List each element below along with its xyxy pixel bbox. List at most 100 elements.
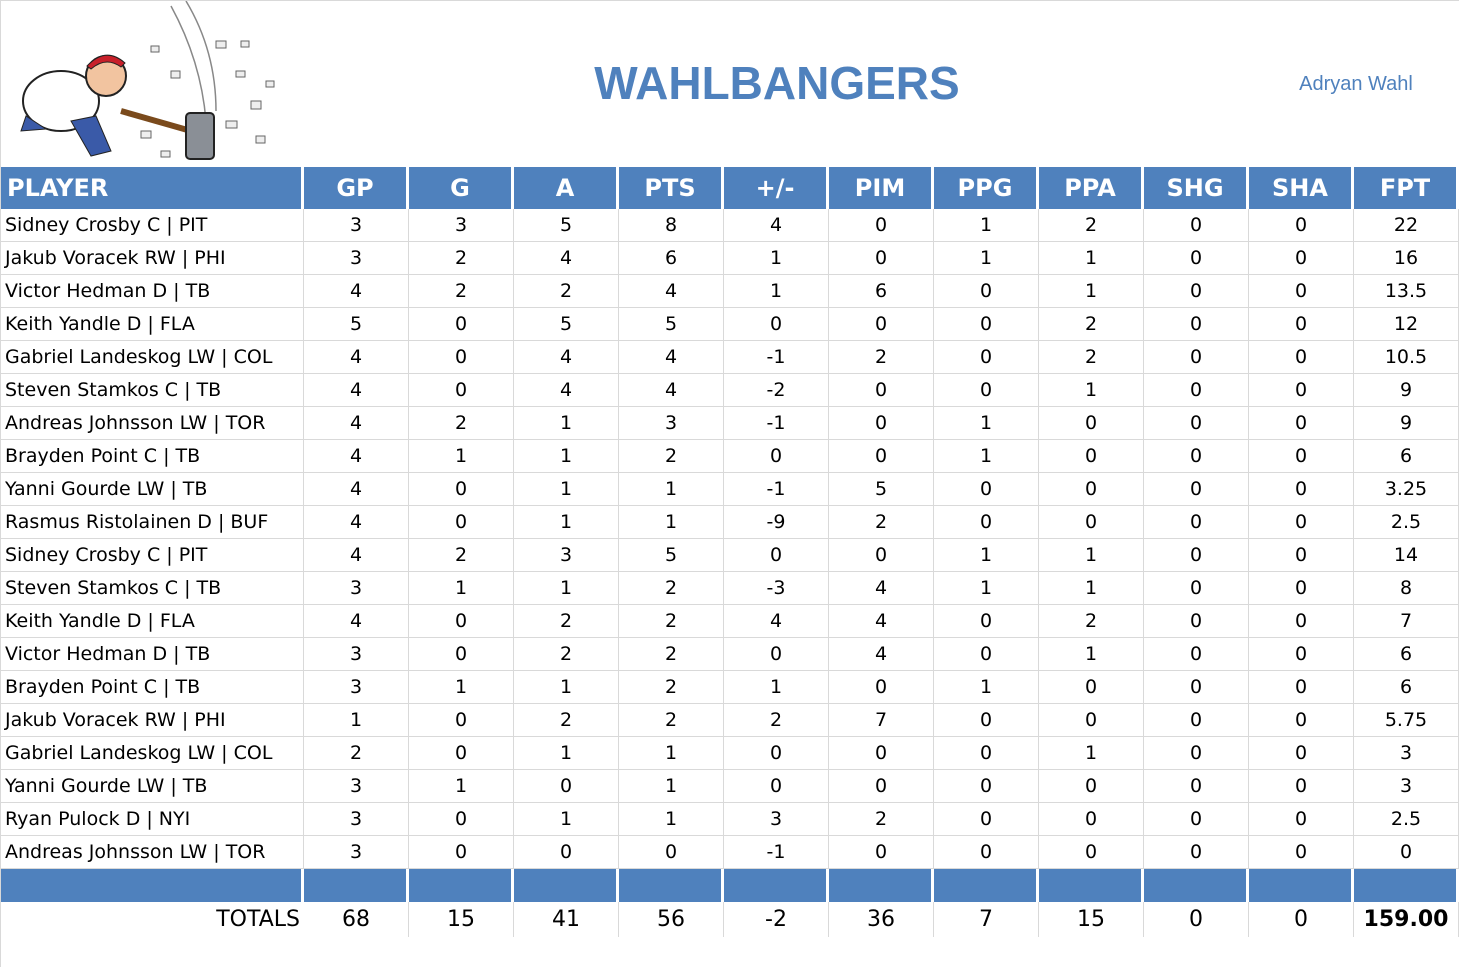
stat-cell: 5 — [514, 308, 619, 341]
player-cell: Gabriel Landeskog LW | COL — [1, 341, 304, 374]
stat-cell: 0 — [724, 440, 829, 473]
stat-cell: 0 — [1144, 770, 1249, 803]
stat-cell: 1 — [934, 671, 1039, 704]
stat-cell: 2 — [619, 638, 724, 671]
stat-cell: 0 — [514, 770, 619, 803]
stat-cell: 12 — [1354, 308, 1459, 341]
stat-cell: 0 — [1039, 770, 1144, 803]
stat-cell: 0 — [1144, 836, 1249, 869]
stat-cell: 3 — [304, 572, 409, 605]
stat-cell: 0 — [1249, 803, 1354, 836]
player-cell: Jakub Voracek RW | PHI — [1, 242, 304, 275]
stat-cell: 0 — [1144, 737, 1249, 770]
stat-cell: 0 — [1249, 374, 1354, 407]
stat-cell: 9 — [1354, 374, 1459, 407]
stat-cell: 9 — [1354, 407, 1459, 440]
stat-cell: 2 — [724, 704, 829, 737]
stat-cell: 0 — [409, 704, 514, 737]
player-cell: Sidney Crosby C | PIT — [1, 209, 304, 242]
stat-cell: 4 — [619, 341, 724, 374]
stat-cell: 0 — [1144, 341, 1249, 374]
stat-cell: 0 — [724, 737, 829, 770]
stat-cell: -2 — [724, 374, 829, 407]
player-cell: Gabriel Landeskog LW | COL — [1, 737, 304, 770]
owner-name: Adryan Wahl — [1299, 73, 1413, 95]
stat-cell: 0 — [1039, 671, 1144, 704]
stat-cell: 5 — [619, 308, 724, 341]
stat-cell: 0 — [934, 275, 1039, 308]
stat-cell: 2 — [514, 605, 619, 638]
stat-cell: 2 — [619, 440, 724, 473]
stat-cell: 3 — [724, 803, 829, 836]
stat-cell: 0 — [829, 374, 934, 407]
stat-cell: 0 — [1249, 539, 1354, 572]
stat-cell: 1 — [934, 539, 1039, 572]
total-cell: 0 — [1249, 902, 1354, 937]
stat-cell: 0 — [934, 803, 1039, 836]
column-header: PTS — [619, 167, 724, 209]
stat-cell: 0 — [1249, 440, 1354, 473]
stat-cell: 5.75 — [1354, 704, 1459, 737]
stat-cell: 2 — [829, 803, 934, 836]
stat-cell: 0 — [409, 374, 514, 407]
player-cell: Brayden Point C | TB — [1, 671, 304, 704]
stat-cell: 1 — [409, 671, 514, 704]
stat-cell: 0 — [724, 308, 829, 341]
stat-cell: 16 — [1354, 242, 1459, 275]
stat-cell: 0 — [1144, 803, 1249, 836]
stat-cell: 1 — [514, 572, 619, 605]
stat-cell: 0 — [1354, 836, 1459, 869]
stat-cell: 3 — [304, 803, 409, 836]
stat-cell: 0 — [829, 737, 934, 770]
stat-cell: 2 — [619, 605, 724, 638]
player-cell: Sidney Crosby C | PIT — [1, 539, 304, 572]
stat-cell: 4 — [724, 209, 829, 242]
column-header: PPG — [934, 167, 1039, 209]
stat-cell: 0 — [1039, 506, 1144, 539]
stat-cell: 1 — [1039, 638, 1144, 671]
stat-cell: 0 — [1144, 473, 1249, 506]
stat-cell: 4 — [514, 374, 619, 407]
stat-cell: 2 — [829, 341, 934, 374]
stat-cell: 1 — [934, 242, 1039, 275]
player-cell: Ryan Pulock D | NYI — [1, 803, 304, 836]
stat-cell: 0 — [934, 506, 1039, 539]
stat-cell: 2 — [409, 242, 514, 275]
separator-band — [724, 869, 829, 902]
stat-cell: 0 — [1249, 407, 1354, 440]
stat-cell: 0 — [724, 539, 829, 572]
total-cell: 68 — [304, 902, 409, 937]
stat-cell: 0 — [409, 803, 514, 836]
stat-cell: 0 — [829, 407, 934, 440]
stat-cell: 2 — [1039, 308, 1144, 341]
stat-cell: 1 — [934, 440, 1039, 473]
stat-cell: 0 — [934, 836, 1039, 869]
stat-cell: 4 — [829, 572, 934, 605]
stat-cell: 0 — [409, 308, 514, 341]
stat-cell: 1 — [724, 275, 829, 308]
stat-cell: 1 — [514, 473, 619, 506]
separator-band — [1354, 869, 1459, 902]
stat-cell: 0 — [829, 308, 934, 341]
stat-cell: 0 — [1249, 671, 1354, 704]
stat-cell: 4 — [304, 605, 409, 638]
player-cell: Andreas Johnsson LW | TOR — [1, 836, 304, 869]
stat-cell: 0 — [1144, 539, 1249, 572]
stat-cell: 0 — [409, 638, 514, 671]
stat-cell: 1 — [514, 506, 619, 539]
stat-cell: 1 — [934, 407, 1039, 440]
stat-cell: 0 — [1249, 209, 1354, 242]
stat-cell: 3 — [514, 539, 619, 572]
stat-cell: 8 — [619, 209, 724, 242]
stat-cell: 4 — [304, 374, 409, 407]
stat-cell: 0 — [1249, 704, 1354, 737]
stat-cell: 1 — [1039, 242, 1144, 275]
stat-cell: 0 — [1144, 605, 1249, 638]
stat-cell: 3 — [1354, 770, 1459, 803]
stat-cell: 4 — [304, 440, 409, 473]
stat-cell: 3 — [304, 770, 409, 803]
stat-cell: 0 — [1039, 803, 1144, 836]
stat-cell: 10.5 — [1354, 341, 1459, 374]
player-cell: Steven Stamkos C | TB — [1, 572, 304, 605]
stat-cell: 2 — [514, 638, 619, 671]
